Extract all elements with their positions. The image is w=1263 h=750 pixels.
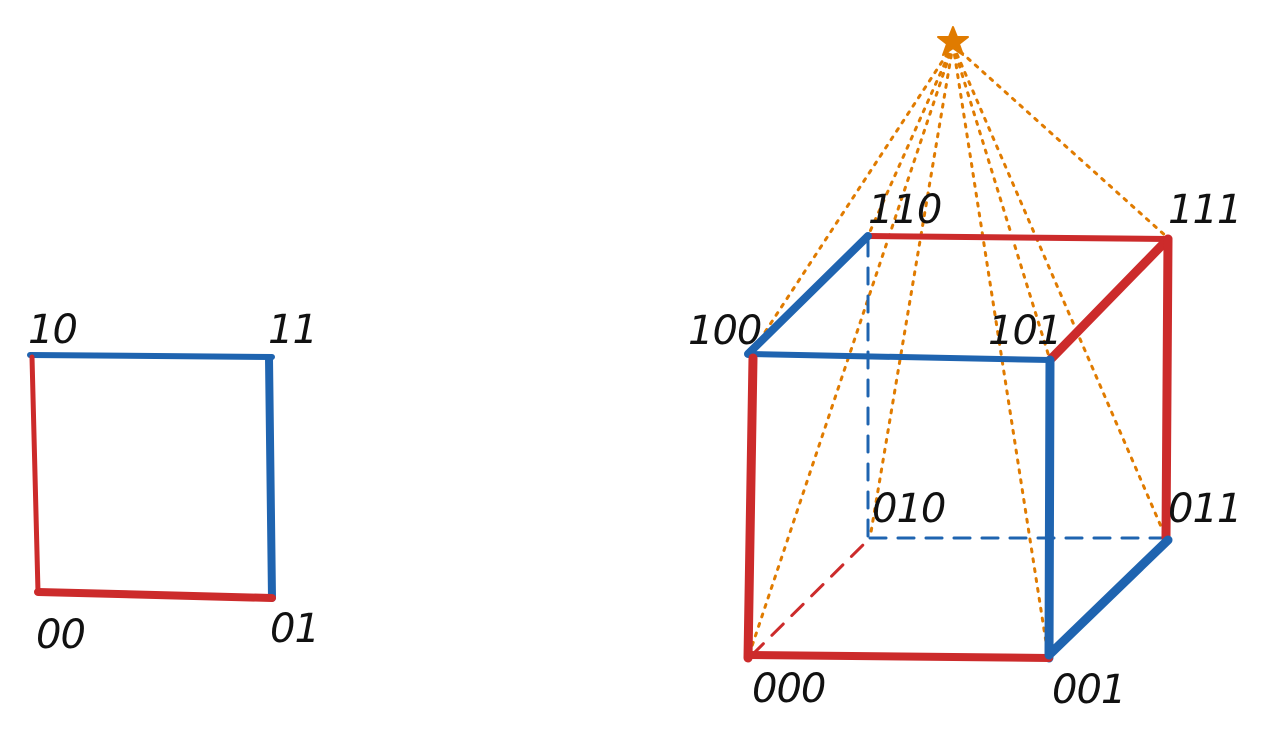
cube-label-110: 110	[868, 187, 941, 233]
ray-to-000	[748, 45, 953, 658]
cube-label-100: 100	[688, 308, 761, 354]
square-label-00: 00	[36, 612, 85, 658]
edge-101-001	[1049, 360, 1050, 658]
cube-label-010: 010	[872, 486, 945, 532]
square-label-01: 01	[270, 606, 319, 652]
cube-diagram: 110 111 100 101 010 011 000 001	[688, 27, 1241, 713]
square-diagram: 10 11 00 01	[28, 307, 319, 658]
edge-001-011	[1049, 540, 1168, 655]
square-label-11: 11	[268, 307, 317, 353]
square-label-10: 10	[28, 307, 77, 353]
cube-label-111: 111	[1168, 187, 1241, 233]
edge-111-101	[1050, 239, 1168, 360]
cube-label-001: 001	[1052, 667, 1125, 713]
ray-to-011	[953, 45, 1166, 538]
square-edge-left	[32, 357, 38, 592]
ray-to-010	[870, 45, 953, 538]
square-edge-top	[30, 355, 272, 357]
star-icon	[938, 27, 968, 55]
edge-110-111	[868, 236, 1168, 239]
cube-label-011: 011	[1168, 486, 1241, 532]
edge-100-101	[748, 354, 1050, 360]
cube-label-101: 101	[988, 308, 1061, 354]
edge-100-110	[748, 236, 868, 354]
cube-label-000: 000	[752, 666, 825, 712]
square-edge-bottom	[38, 592, 272, 598]
ray-to-111	[953, 45, 1168, 238]
edge-100-000	[748, 358, 753, 658]
square-edge-right	[269, 358, 272, 598]
edge-000-001	[748, 655, 1049, 658]
projection-rays	[748, 45, 1168, 658]
